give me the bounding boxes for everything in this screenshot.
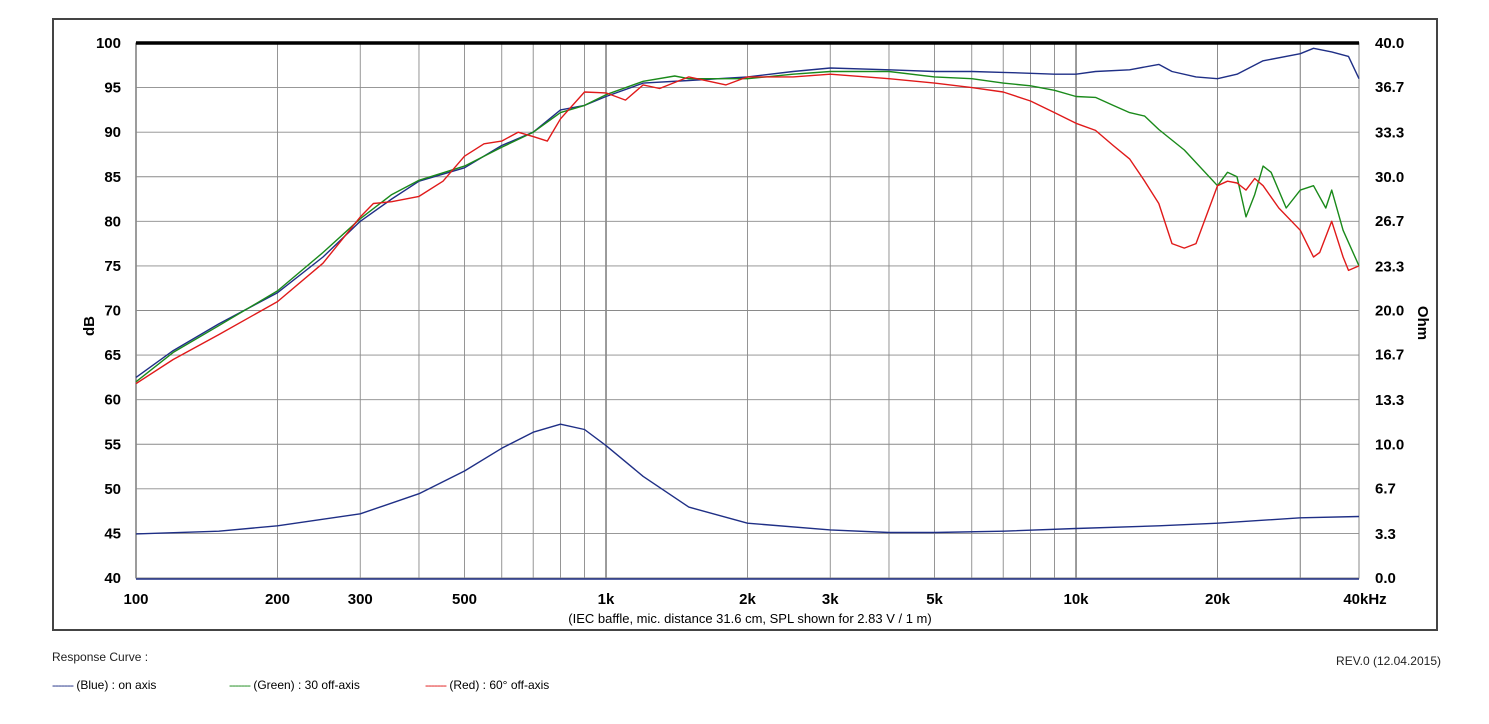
chart-caption: (IEC baffle, mic. distance 31.6 cm, SPL … (568, 611, 931, 626)
x-tick-label: 100 (123, 591, 148, 608)
y2-tick-label: 6.7 (1375, 480, 1396, 497)
legend-item-blue: ------- (Blue) : on axis (52, 678, 156, 692)
legend-text-green: (Green) : 30 off-axis (253, 678, 360, 692)
y2-tick-label: 33.3 (1375, 125, 1404, 142)
y2-axis-label: Ohm (1414, 306, 1431, 340)
y-tick-label: 65 (104, 347, 121, 364)
x-axis-ticks: 100 200 300 500 1k 2k 3k 5k 10k 20k 40kHz (123, 591, 1386, 608)
y-tick-label: 90 (104, 124, 121, 141)
legend-item-red: ------- (Red) : 60° off-axis (425, 678, 549, 692)
x-tick-label: 500 (452, 591, 477, 608)
y-tick-label: 80 (104, 213, 121, 230)
y-tick-label: 100 (96, 35, 121, 52)
legend-dash-green: ------- (229, 678, 251, 692)
y2-tick-label: 0.0 (1375, 570, 1396, 587)
x-tick-label: 200 (265, 591, 290, 608)
y2-tick-label: 36.7 (1375, 79, 1404, 96)
response-curve-label: Response Curve : (52, 650, 149, 664)
legend-dash-blue: ------- (52, 678, 74, 692)
revision-label: REV.0 (12.04.2015) (1336, 654, 1441, 668)
response-curve-2 (135, 73, 1360, 385)
y-tick-label: 45 (104, 525, 121, 542)
impedance-curve (135, 423, 1360, 535)
y2-axis-ticks: 0.0 3.3 6.7 10.0 13.3 16.7 20.0 23.3 26.7 30.0 33.… (1375, 35, 1404, 587)
y-tick-label: 95 (104, 80, 121, 97)
y-tick-label: 85 (104, 169, 121, 186)
y2-tick-label: 10.0 (1375, 436, 1404, 453)
x-tick-label: 40kHz (1343, 591, 1386, 608)
y2-tick-label: 23.3 (1375, 258, 1404, 275)
legend-text-red: (Red) : 60° off-axis (449, 678, 550, 692)
y-tick-label: 60 (104, 392, 121, 409)
legend-item-green: ------- (Green) : 30 off-axis (229, 678, 360, 692)
x-tick-label: 20k (1205, 591, 1231, 608)
y-tick-label: 40 (104, 570, 121, 587)
x-tick-label: 300 (348, 591, 373, 608)
y-axis-ticks: 40 45 50 55 60 65 70 75 80 85 90 95 100 (96, 35, 121, 587)
y2-tick-label: 30.0 (1375, 169, 1404, 186)
y-tick-label: 50 (104, 481, 121, 498)
x-tick-label: 5k (926, 591, 943, 608)
x-tick-label: 2k (739, 591, 756, 608)
y-tick-label: 75 (104, 258, 121, 275)
x-tick-label: 1k (598, 591, 615, 608)
response-curve-0 (135, 47, 1360, 378)
y2-tick-label: 26.7 (1375, 213, 1404, 230)
legend-dash-red: ------- (425, 678, 447, 692)
y2-tick-label: 20.0 (1375, 303, 1404, 320)
series-lines (135, 47, 1360, 535)
grid-lines (135, 41, 1360, 580)
y2-tick-label: 3.3 (1375, 526, 1396, 543)
y-axis-label: dB (81, 316, 98, 336)
response-curve-1 (135, 70, 1360, 383)
x-tick-label: 10k (1064, 591, 1090, 608)
y-tick-label: 55 (104, 436, 121, 453)
y2-tick-label: 13.3 (1375, 392, 1404, 409)
legend-text-blue: (Blue) : on axis (76, 678, 157, 692)
y2-tick-label: 40.0 (1375, 35, 1404, 52)
chart-frame (52, 18, 1438, 631)
y-tick-label: 70 (104, 303, 121, 320)
y2-tick-label: 16.7 (1375, 347, 1404, 364)
x-tick-label: 3k (822, 591, 839, 608)
